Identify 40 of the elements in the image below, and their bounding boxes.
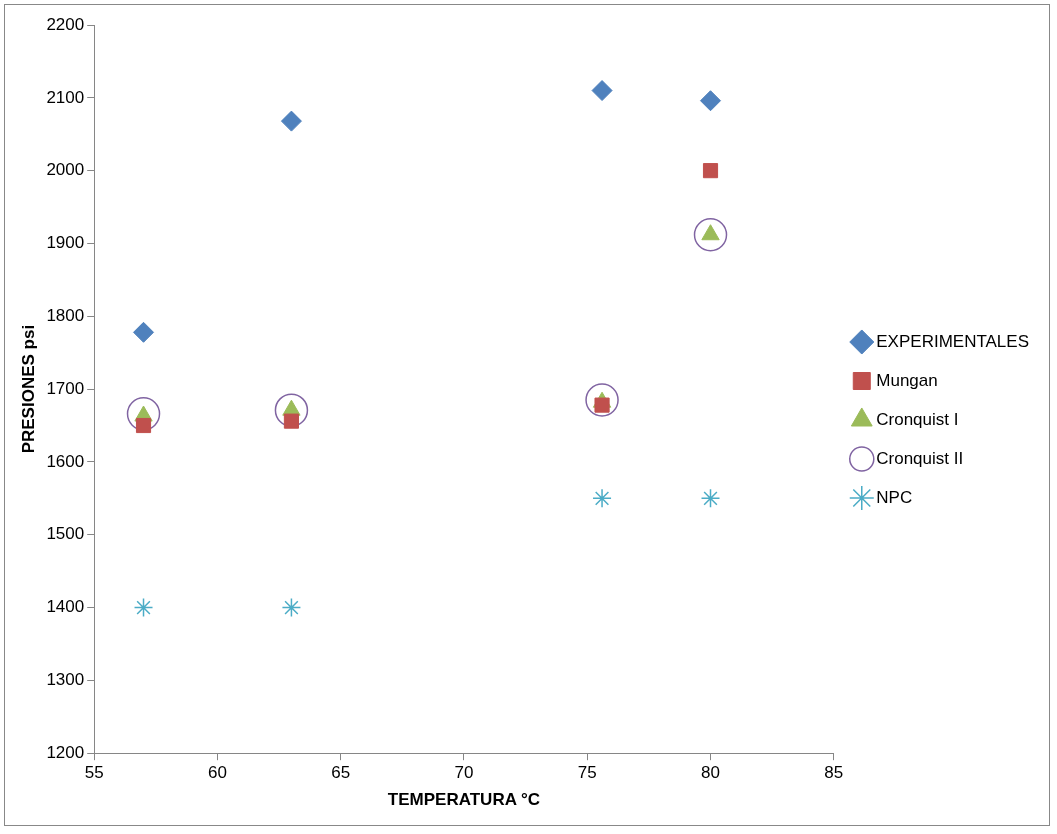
x-tick-label: 60: [208, 763, 227, 783]
y-tick-label: 2100: [46, 87, 85, 107]
point: [700, 488, 721, 509]
y-tick-label: 1800: [46, 305, 85, 325]
legend-label: EXPERIMENTALES: [876, 331, 1030, 351]
point: [585, 383, 619, 417]
point: [591, 80, 613, 102]
point: [280, 110, 302, 132]
point: [693, 217, 728, 252]
point: [133, 321, 155, 343]
point: [274, 393, 309, 427]
y-tick-label: 1400: [46, 597, 85, 617]
x-tick-label: 75: [577, 763, 597, 783]
point: [126, 397, 161, 431]
y-tick-label: 1200: [46, 742, 85, 762]
point: [700, 90, 722, 112]
legend-label: Mungan: [876, 370, 938, 390]
x-tick-label: 85: [824, 763, 844, 783]
y-axis-title: PRESIONES psi: [18, 324, 38, 454]
point: [592, 488, 612, 509]
legend-label: NPC: [876, 487, 913, 507]
x-tick-label: 70: [454, 763, 474, 783]
legend-label: Cronquist II: [876, 448, 964, 468]
x-tick-label: 80: [701, 763, 720, 783]
y-tick-label: 1300: [46, 670, 85, 690]
y-tick-label: 2000: [46, 160, 85, 180]
y-tick-label: 2200: [46, 14, 85, 34]
legend-label: Cronquist I: [876, 409, 959, 429]
x-axis-title: TEMPERATURA °C: [387, 790, 541, 810]
point: [281, 597, 302, 618]
point: [283, 413, 299, 429]
y-tick-label: 1500: [46, 524, 85, 544]
point: [133, 597, 154, 618]
x-tick-label: 65: [331, 763, 351, 783]
point: [702, 163, 719, 179]
y-tick-label: 1900: [46, 233, 85, 253]
y-tick-label: 1600: [46, 451, 85, 471]
y-tick-label: 1700: [46, 378, 85, 398]
x-tick-label: 55: [84, 763, 104, 783]
point: [135, 417, 152, 434]
